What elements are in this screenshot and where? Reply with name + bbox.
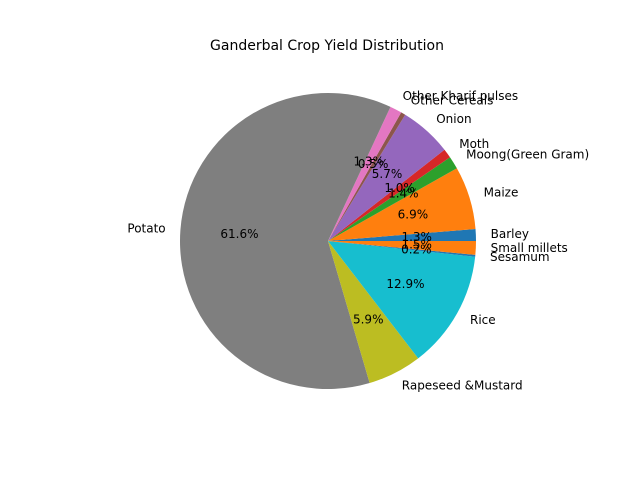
pie-slice-other-cereals	[328, 112, 406, 242]
pie-slice-onion	[328, 114, 445, 241]
pie-slice-rapeseed-mustard	[328, 241, 419, 384]
slice-pct-small-millets: 1.5%	[401, 238, 432, 252]
pie-labels: Barley 1.3% Maize 6.9% Moong(Green Gram) 1.4%…	[127, 89, 589, 393]
pie-slice-maize	[328, 168, 476, 241]
slice-label-rapeseed-mustard: Rapeseed &Mustard	[402, 379, 523, 393]
pie-slice-moong-green-gram	[328, 157, 457, 241]
chart-title: Ganderbal Crop Yield Distribution	[210, 38, 444, 54]
slice-label-sesamum: Sesamum	[490, 250, 550, 264]
slice-label-other-cereals: Other Cereals	[411, 93, 494, 107]
slice-pct-other-kharif-pulses: 1.3%	[353, 155, 384, 169]
slice-pct-onion: 5.7%	[372, 167, 403, 181]
slice-pct-other-cereals: 0.5%	[358, 157, 389, 171]
slice-label-rice: Rice	[470, 313, 496, 327]
slice-pct-potato: 61.6%	[220, 227, 258, 241]
slice-pct-maize: 6.9%	[398, 207, 429, 221]
pie-slice-moth	[328, 149, 450, 241]
slice-label-small-millets: Small millets	[491, 241, 568, 255]
slice-pct-moth: 1.0%	[384, 181, 415, 195]
slice-pct-rice: 12.9%	[386, 277, 424, 291]
slice-label-maize: Maize	[484, 186, 519, 200]
pie-slice-small-millets	[328, 241, 476, 255]
pie-slice-sesamum	[328, 241, 476, 257]
pie-slices	[180, 93, 476, 390]
slice-label-onion: Onion	[436, 112, 471, 126]
slice-label-moth: Moth	[459, 137, 489, 151]
slice-label-other-kharif-pulses: Other Kharif pulses	[403, 89, 518, 103]
pie-slice-potato	[180, 93, 391, 390]
slice-pct-sesamum: 0.2%	[401, 242, 432, 256]
slice-label-moong-green-gram: Moong(Green Gram)	[466, 147, 589, 161]
slice-pct-moong-green-gram: 1.4%	[388, 186, 419, 200]
pie-slice-barley	[328, 228, 476, 241]
slice-pct-barley: 1.3%	[401, 230, 432, 244]
slice-pct-rapeseed-mustard: 5.9%	[353, 313, 384, 327]
pie-slice-rice	[328, 241, 476, 359]
slice-label-potato: Potato	[127, 221, 165, 235]
pie-slice-other-kharif-pulses	[328, 106, 402, 242]
slice-label-barley: Barley	[491, 227, 529, 241]
